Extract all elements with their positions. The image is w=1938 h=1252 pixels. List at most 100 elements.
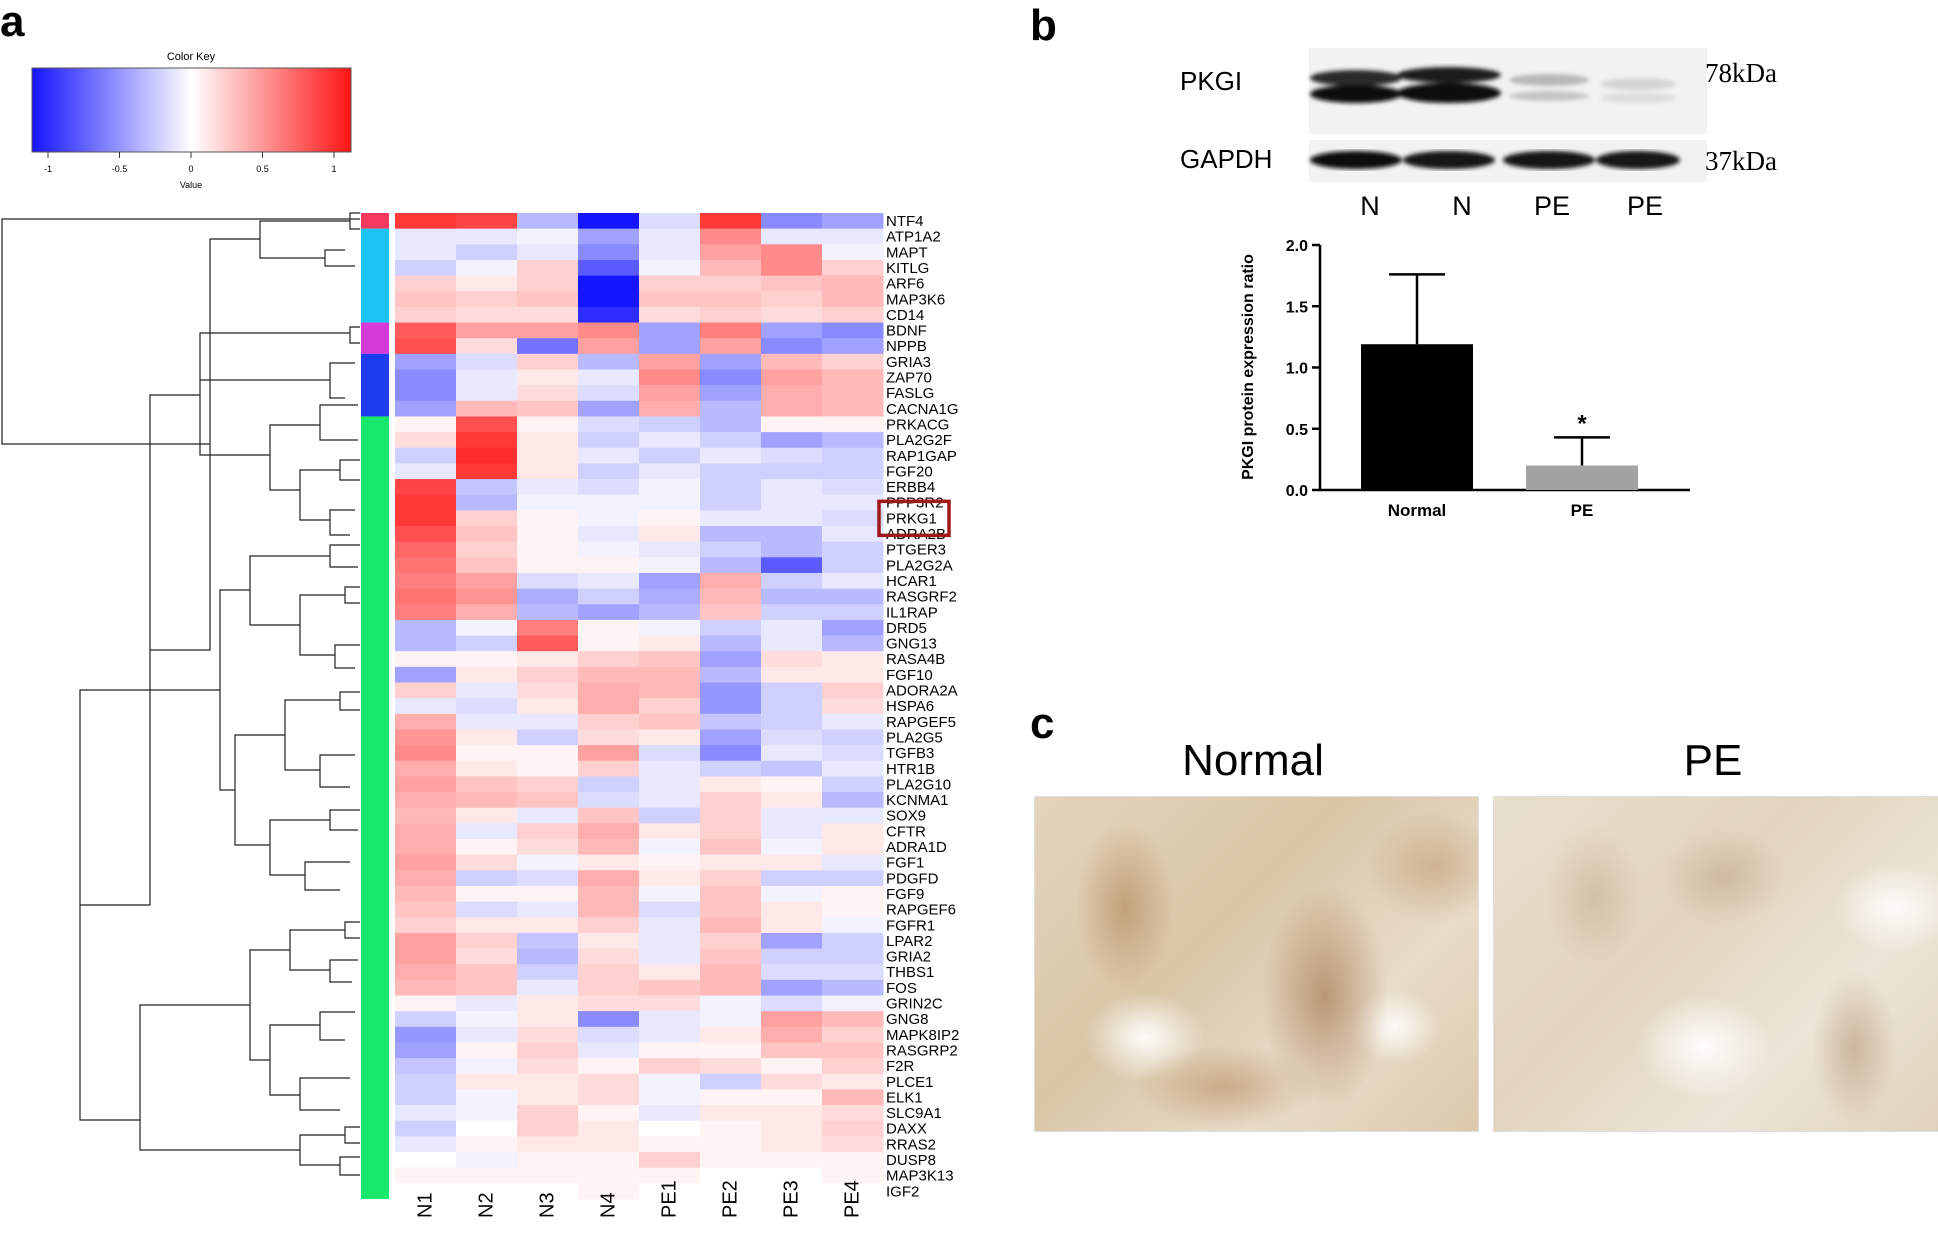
heatmap-cell [517,541,579,558]
gene-label: RASA4B [886,651,945,668]
gene-label: KITLG [886,260,929,277]
heatmap-cell [578,635,640,652]
heatmap-cell [456,604,518,621]
heatmap-cell [822,557,884,574]
heatmap-cell [578,1183,640,1200]
heatmap-cell [639,1120,701,1137]
heatmap-cell [761,259,823,277]
significance-marker: * [1577,410,1587,437]
heatmap-cell [395,1120,457,1137]
heatmap-cell [761,306,823,324]
heatmap-cell [822,729,884,746]
heatmap-cell [456,776,518,793]
heatmap-cell [822,917,884,934]
blot-lane-label: N [1360,191,1380,221]
heatmap-cell [639,1058,701,1075]
heatmap-cell [822,964,884,981]
heatmap-cell [456,1167,518,1184]
heatmap-cell [761,213,823,230]
heatmap-cell [395,1089,457,1106]
heatmap-cell [822,901,884,918]
heatmap-cell [700,228,762,245]
panel-label-a: a [0,0,25,46]
color-key-tick-label: 0.5 [256,164,269,174]
heatmap-cell [578,588,640,605]
heatmap-cell [822,494,884,511]
column-label: N3 [537,1192,559,1218]
heatmap-cell [456,792,518,809]
heatmap-cell [639,259,701,277]
heatmap-cell [517,917,579,934]
heatmap-cell [578,917,640,934]
color-key-axis-label: Value [180,180,202,190]
heatmap-cell [578,995,640,1012]
heatmap-cell [761,244,823,261]
heatmap-cell [822,510,884,527]
heatmap-cell [578,807,640,824]
heatmap-cell [578,432,640,449]
heatmap-cell [578,338,640,355]
heatmap-cell [822,541,884,558]
blot-lane-labels: N N PE PE [1360,191,1663,221]
prkg1-highlight-box [877,499,951,538]
heatmap-cell [578,1105,640,1122]
row-side-colors [361,213,389,1199]
heatmap-cell [456,917,518,934]
row-side-color-magenta [361,322,389,354]
heatmap-cell [639,1152,701,1169]
heatmap-cell [700,979,762,996]
heatmap-cell [700,541,762,558]
heatmap-cell [578,463,640,480]
heatmap-cell [517,1183,579,1200]
heatmap-cell [456,823,518,840]
heatmap-cell [578,776,640,793]
heatmap-cell [517,604,579,621]
blot-bands-gapdh [1310,151,1680,169]
heatmap-cell [578,479,640,496]
heatmap-cell [700,1089,762,1106]
heatmap-cell [822,244,884,261]
heatmap-cell [639,619,701,637]
gene-label: GNG8 [886,1011,929,1028]
heatmap-cell [639,604,701,621]
heatmap-cell [517,1105,579,1122]
heatmap-cell [761,870,823,887]
heatmap-cell [639,338,701,355]
row-side-color-cyan [361,228,389,323]
heatmap-cell [700,948,762,965]
gene-label: IGF2 [886,1183,919,1200]
heatmap-cell [395,244,457,261]
heatmap-cell [456,666,518,683]
heatmap-cell [456,1042,518,1059]
heatmap-cell [517,979,579,996]
heatmap-cell [517,416,579,433]
heatmap-cell [822,526,884,543]
heatmap-cell [700,792,762,809]
heatmap-cell [456,306,518,324]
heatmap-cell [639,494,701,511]
heatmap-cell [761,1089,823,1106]
heatmap-cell [639,400,701,417]
heatmap-cell [761,588,823,605]
gene-label: PLCE1 [886,1074,934,1091]
heatmap-cell [456,526,518,543]
heatmap-cell [395,776,457,793]
heatmap-cell [639,228,701,245]
heatmap-cell [639,275,701,292]
gene-label: IL1RAP [886,604,938,621]
ihc-image-pe [1493,796,1938,1132]
y-tick-label: 0.5 [1286,422,1308,439]
heatmap-cell [639,854,701,871]
heatmap-cell [700,557,762,574]
bar-pe [1526,465,1638,490]
heatmap-cell [517,275,579,292]
heatmap-cell [517,666,579,683]
heatmap-cell [822,635,884,652]
heatmap-cell [822,666,884,683]
heatmap-cell [517,447,579,464]
heatmap-cell [822,322,884,339]
heatmap-cell [456,385,518,402]
heatmap-cell [700,932,762,950]
heatmap-cell [517,745,579,762]
heatmap-cell [761,917,823,934]
